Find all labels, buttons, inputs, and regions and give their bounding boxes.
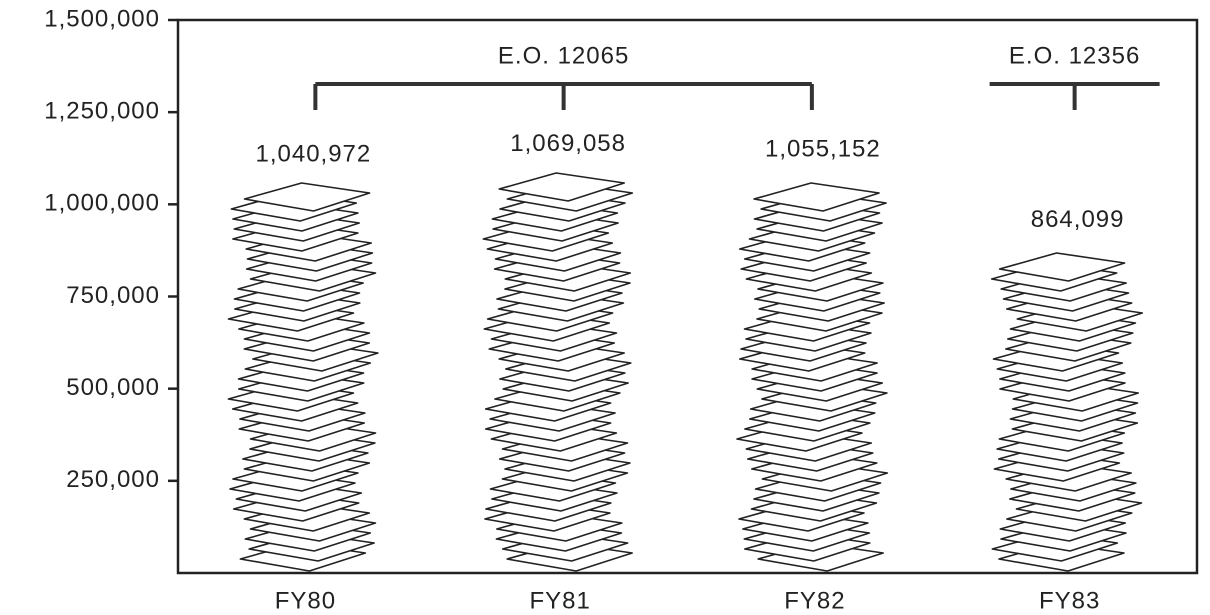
y-tick-label: 250,000	[66, 466, 160, 493]
paper-sheet	[498, 172, 626, 202]
paper-stack	[482, 172, 634, 572]
y-tick-label: 750,000	[66, 282, 160, 309]
annotation-bracket	[989, 82, 1160, 110]
value-label: 864,099	[1031, 206, 1125, 233]
annotation-bracket	[313, 82, 814, 110]
x-tick-label: FY81	[529, 587, 590, 614]
x-tick-label: FY82	[784, 587, 845, 614]
value-label: 1,069,058	[510, 130, 626, 157]
annotation: E.O. 12065	[498, 42, 629, 69]
y-tick-label: 1,500,000	[44, 5, 160, 32]
annotation: E.O. 12356	[1009, 42, 1140, 69]
paper-sheet	[998, 252, 1126, 282]
value-label: 1,055,152	[765, 135, 881, 162]
paper-sheet	[753, 182, 880, 212]
x-tick-label: FY80	[275, 587, 336, 614]
y-tick-label: 1,250,000	[44, 98, 160, 125]
y-tick-label: 500,000	[66, 374, 160, 401]
value-label: 1,040,972	[255, 141, 371, 168]
paper-sheet	[243, 182, 371, 212]
x-tick-label: FY83	[1039, 587, 1100, 614]
y-tick-label: 1,000,000	[44, 190, 160, 217]
paper-stack	[227, 182, 379, 572]
paper-stack	[990, 252, 1144, 572]
paper-stack	[736, 182, 889, 572]
